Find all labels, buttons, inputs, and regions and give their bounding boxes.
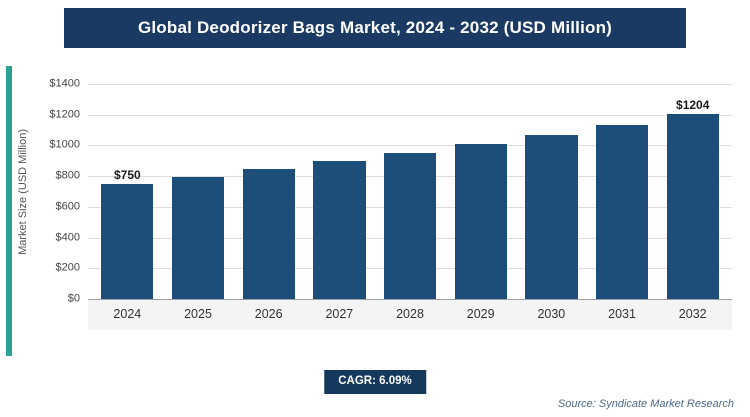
x-tick-label: 2030: [537, 307, 566, 321]
gridline: [88, 114, 732, 116]
y-tick-label: $200: [55, 261, 80, 274]
bars-row: $750 $1204: [88, 84, 732, 299]
source-text: Source: Syndicate Market Research: [557, 398, 734, 410]
y-tick-label: $400: [55, 231, 80, 244]
bar-2031: [595, 124, 649, 299]
bar-slot: [375, 84, 446, 299]
chart-title-banner: Global Deodorizer Bags Market, 2024 - 20…: [64, 8, 686, 48]
bar-slot: $1204: [657, 84, 728, 299]
bar-value-label: $1204: [676, 98, 710, 113]
bar-2025: [171, 176, 225, 299]
y-axis-title-wrap: Market Size (USD Million): [10, 84, 36, 299]
y-tick-label: $1400: [49, 77, 80, 90]
chart-footer: CAGR: 6.09% Source: Syndicate Market Res…: [0, 368, 750, 416]
plot-area: $750 $1204: [88, 84, 732, 299]
x-tick-label: 2031: [608, 307, 636, 321]
bar-slot: [587, 84, 658, 299]
bar-2027: [313, 161, 366, 299]
chart-area: Market Size (USD Million) $0 $200 $400 $600…: [6, 62, 740, 356]
gridline: [88, 145, 732, 147]
bar-slot: [163, 84, 234, 299]
x-tick-label: 2025: [184, 307, 212, 321]
gridline: [88, 84, 732, 85]
y-tick-label: $1200: [49, 108, 80, 121]
bar-2032: [666, 114, 719, 299]
x-tick-label: 2024: [113, 307, 142, 321]
bar-slot: [516, 84, 587, 299]
y-axis-title: Market Size (USD Million): [17, 128, 29, 255]
cagr-badge: CAGR: 6.09%: [324, 370, 426, 394]
bar-slot: [233, 84, 304, 299]
x-tick-label: 2032: [678, 307, 707, 321]
y-ticks: $0 $200 $400 $600 $800 $1000 $1200 $1400: [36, 78, 88, 304]
x-tick-label: 2029: [466, 307, 495, 321]
bar-value-label: $750: [113, 167, 141, 182]
x-tick-label: 2026: [254, 307, 283, 321]
y-tick-label: $1000: [49, 138, 80, 151]
chart-grid: Market Size (USD Million) $0 $200 $400 $600…: [10, 78, 740, 330]
y-tick-label: $0: [67, 292, 80, 305]
bar-2026: [242, 169, 295, 299]
accent-strip: [6, 66, 12, 356]
chart-title: Global Deodorizer Bags Market, 2024 - 20…: [137, 18, 613, 37]
bar-2029: [454, 144, 507, 299]
x-axis-labels: 2024 2025 2026 2027 2028 2029 2030 2031 2032: [88, 299, 732, 330]
bar-slot: [304, 84, 375, 299]
bar-slot: [445, 84, 516, 299]
y-tick-label: $800: [55, 169, 80, 182]
bar-slot: $750: [92, 84, 163, 299]
bar-2030: [525, 134, 578, 299]
bar-2024: [101, 183, 154, 299]
plot-wrap: $750 $1204 2024 2025 2026 2027 2028 2029 2030 20…: [88, 84, 732, 330]
y-tick-label: $600: [55, 200, 80, 213]
x-tick-label: 2027: [325, 307, 354, 321]
bar-2028: [383, 153, 437, 299]
x-tick-label: 2028: [396, 307, 424, 321]
